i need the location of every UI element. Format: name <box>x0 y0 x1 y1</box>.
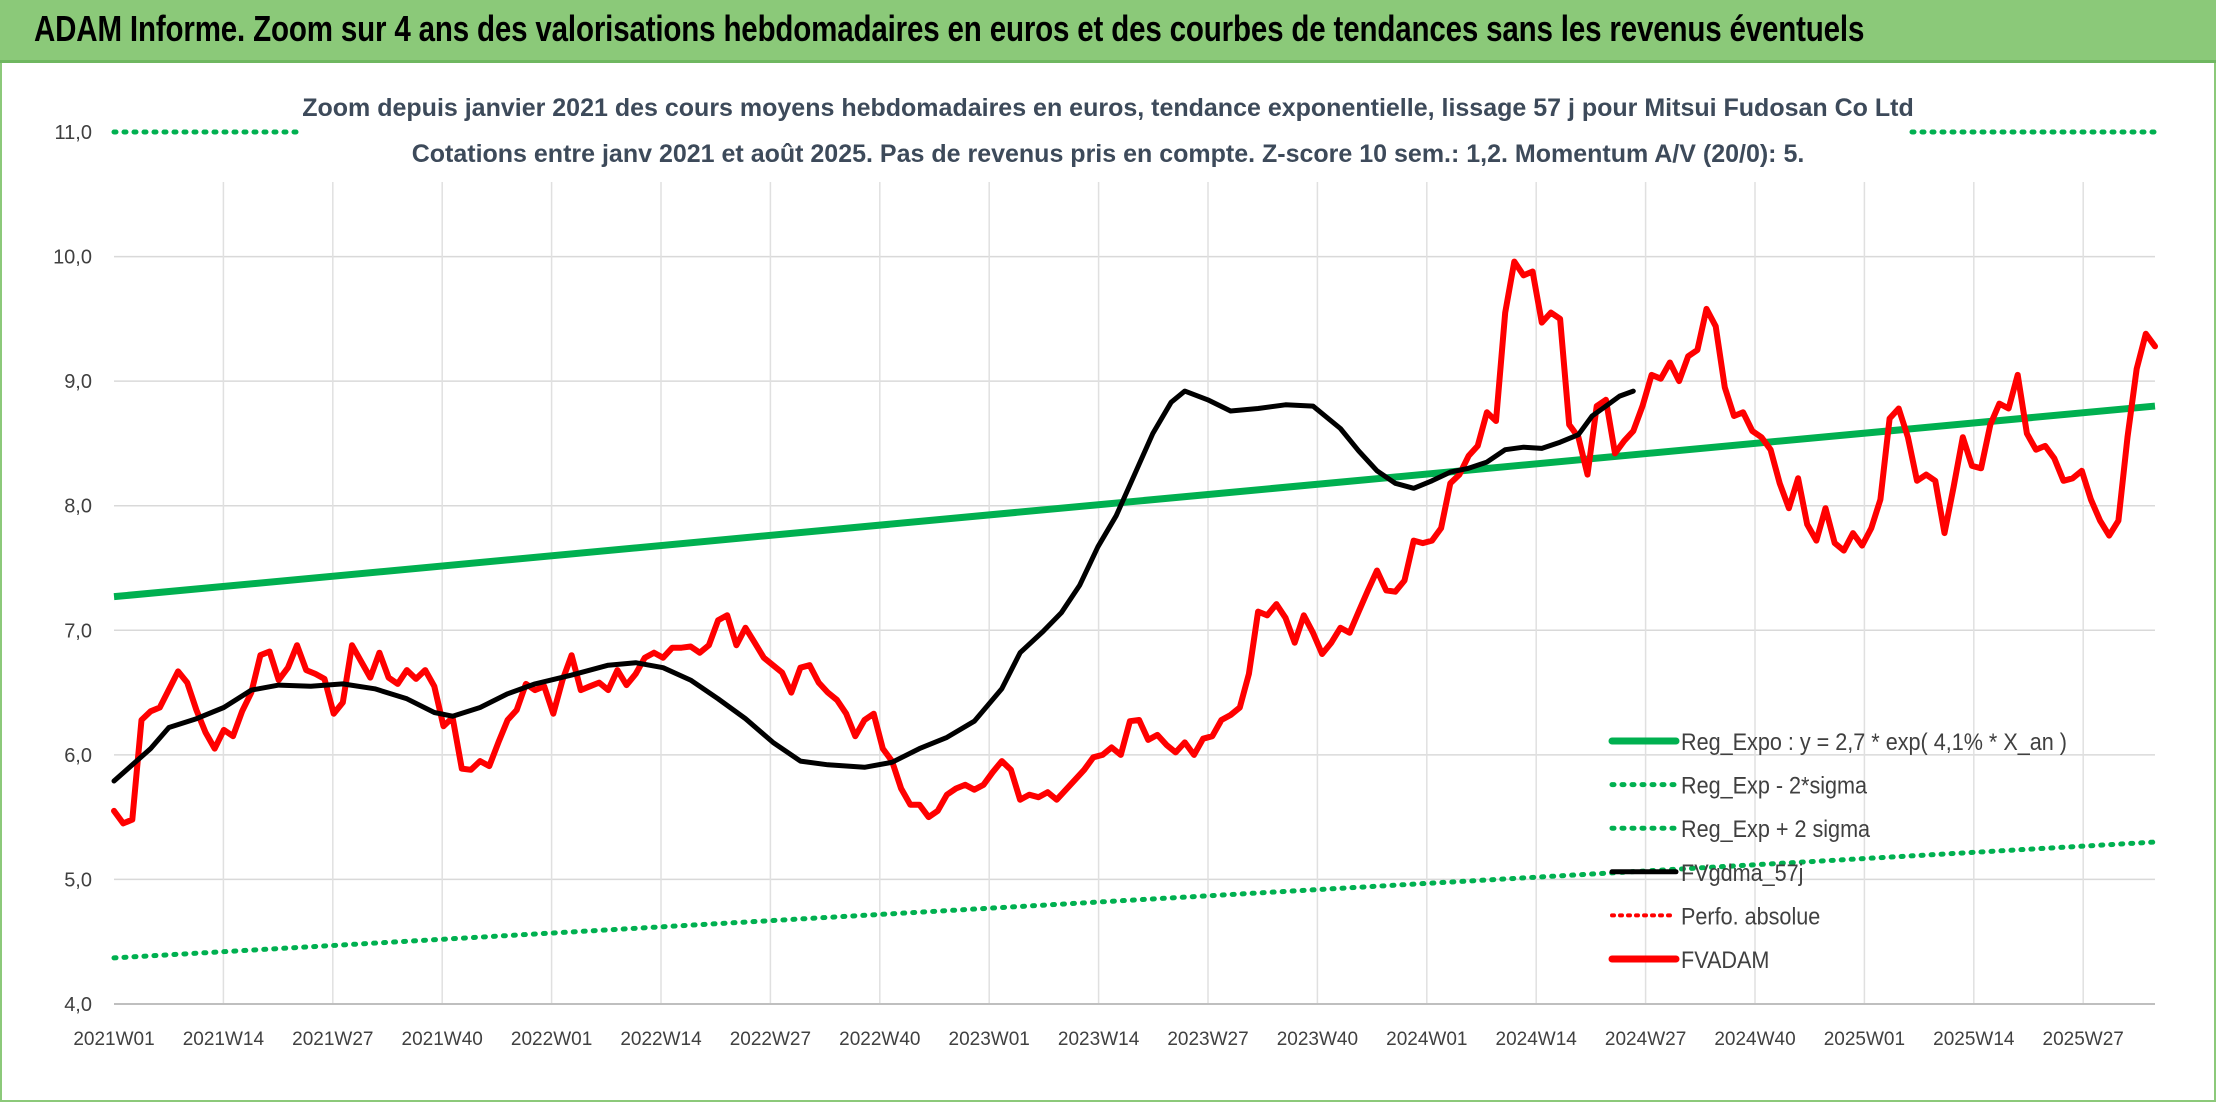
series-layer <box>111 129 2158 961</box>
y-tick-label: 9,0 <box>64 371 92 393</box>
legend-label: Reg_Exp + 2 sigma <box>1681 815 1870 842</box>
x-tick-label: 2025W14 <box>1933 1029 2015 1050</box>
legend-label: Reg_Exp - 2*sigma <box>1681 772 1867 799</box>
x-tick-label: 2021W40 <box>402 1029 483 1050</box>
y-tick-label: 5,0 <box>64 869 92 891</box>
gridlines <box>114 182 2155 1004</box>
y-tick-label: 10,0 <box>53 247 92 269</box>
legend-label: FVADAM <box>1681 946 1769 973</box>
series-reg-expo <box>113 402 2156 601</box>
x-tick-label: 2024W14 <box>1496 1029 1578 1050</box>
legend: Reg_Expo : y = 2,7 * exp( 4,1% * X_an ) R… <box>1608 728 2067 973</box>
x-tick-label: 2022W01 <box>511 1029 592 1050</box>
x-tick-label: 2024W27 <box>1605 1029 1686 1050</box>
y-tick-label: 8,0 <box>64 496 92 518</box>
x-tick-label: 2021W01 <box>73 1029 154 1050</box>
series-fvgdma <box>111 388 1636 784</box>
y-tick-label: 4,0 <box>64 994 92 1016</box>
x-tick-label: 2024W40 <box>1714 1029 1795 1050</box>
x-tick-label: 2025W27 <box>2043 1029 2124 1050</box>
chart-title: Zoom depuis janvier 2021 des cours moyen… <box>302 94 1914 122</box>
y-tick-label: 6,0 <box>64 745 92 767</box>
x-tick-label: 2021W27 <box>292 1029 373 1050</box>
series-fvadam <box>111 258 2158 827</box>
x-tick-label: 2025W01 <box>1824 1029 1905 1050</box>
x-tick-label: 2022W40 <box>839 1029 920 1050</box>
x-tick-label: 2022W14 <box>620 1029 702 1050</box>
legend-label: Reg_Expo : y = 2,7 * exp( 4,1% * X_an ) <box>1681 728 2067 755</box>
banner-title: ADAM Informe. Zoom sur 4 ans des valoris… <box>34 8 1865 49</box>
x-tick-label: 2021W14 <box>183 1029 265 1050</box>
y-tick-label: 11,0 <box>55 122 92 144</box>
x-tick-label: 2023W01 <box>949 1029 1030 1050</box>
x-tick-label: 2022W27 <box>730 1029 811 1050</box>
y-tick-label: 7,0 <box>64 620 92 642</box>
x-tick-label: 2023W14 <box>1058 1029 1140 1050</box>
legend-label: Perfo. absolue <box>1681 902 1820 929</box>
x-tick-label: 2023W27 <box>1167 1029 1248 1050</box>
chart-subtitle: Cotations entre janv 2021 et août 2025. … <box>412 140 1805 168</box>
x-tick-label: 2024W01 <box>1386 1029 1467 1050</box>
axes: 4,0 5,0 6,0 7,0 8,0 9,0 10,0 11,0 2021W01 2021W14… <box>53 122 2155 1050</box>
header-banner: ADAM Informe. Zoom sur 4 ans des valoris… <box>0 0 2216 63</box>
x-tick-label: 2023W40 <box>1277 1029 1358 1050</box>
series-reg-minus-2sigma <box>111 839 2158 961</box>
legend-label: FVgdma_57j <box>1681 859 1803 886</box>
